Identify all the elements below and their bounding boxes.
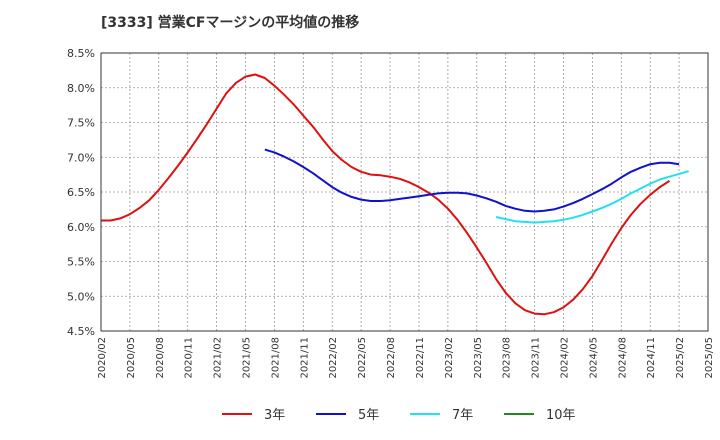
y-tick-label: 5.0% bbox=[67, 290, 95, 303]
legend-label: 7年 bbox=[452, 408, 473, 423]
chart-lines bbox=[101, 73, 689, 316]
y-tick-label: 6.0% bbox=[67, 221, 95, 234]
x-tick-label: 2022/02 bbox=[328, 337, 339, 379]
x-tick-label: 2025/02 bbox=[675, 337, 686, 379]
x-tick-label: 2021/02 bbox=[213, 337, 224, 379]
x-tick-label: 2024/08 bbox=[617, 337, 628, 379]
x-tick-label: 2024/11 bbox=[646, 337, 657, 379]
x-tick-label: 2025/05 bbox=[704, 337, 715, 379]
y-tick-label: 8.5% bbox=[67, 47, 95, 60]
y-tick-label: 5.5% bbox=[67, 256, 95, 269]
x-tick-label: 2023/05 bbox=[473, 337, 484, 379]
x-tick-label: 2021/08 bbox=[270, 337, 281, 379]
x-tick-label: 2024/02 bbox=[559, 337, 570, 379]
x-tick-label: 2020/08 bbox=[155, 337, 166, 379]
series-line bbox=[101, 73, 671, 316]
y-tick-label: 4.5% bbox=[67, 325, 95, 338]
legend-label: 10年 bbox=[546, 408, 576, 423]
x-tick-label: 2023/02 bbox=[444, 337, 455, 379]
y-tick-label: 7.0% bbox=[67, 151, 95, 164]
y-tick-label: 8.0% bbox=[67, 82, 95, 95]
series-line bbox=[495, 170, 689, 224]
x-tick-label: 2023/11 bbox=[531, 337, 542, 379]
legend-label: 3年 bbox=[264, 408, 285, 423]
x-tick-label: 2024/05 bbox=[588, 337, 599, 379]
x-tick-label: 2023/08 bbox=[502, 337, 513, 379]
plot-frame bbox=[100, 52, 709, 332]
x-tick-label: 2020/11 bbox=[184, 337, 195, 379]
x-tick-label: 2020/05 bbox=[126, 337, 137, 379]
chart-title: [3333] 営業CFマージンの平均値の推移 bbox=[101, 14, 359, 31]
x-axis-ticks: 2020/02 2020/05 2020/08 2020/11 2021/02 2021/… bbox=[97, 337, 715, 379]
x-tick-label: 2021/05 bbox=[242, 337, 253, 379]
x-tick-label: 2020/02 bbox=[97, 337, 108, 379]
x-tick-label: 2022/05 bbox=[357, 337, 368, 379]
x-tick-label: 2021/11 bbox=[299, 337, 310, 379]
chart-grid bbox=[101, 53, 708, 331]
x-tick-label: 2022/08 bbox=[386, 337, 397, 379]
legend-label: 5年 bbox=[358, 408, 379, 423]
chart-legend: 3年 5年 7年 10年 bbox=[222, 408, 576, 423]
y-tick-label: 6.5% bbox=[67, 186, 95, 199]
series-line bbox=[264, 148, 680, 213]
y-axis-ticks: 4.5% 5.0% 5.5% 6.0% 6.5% 7.0% 7.5% 8.0% 8.5% bbox=[67, 47, 95, 338]
x-tick-label: 2022/11 bbox=[415, 337, 426, 379]
y-tick-label: 7.5% bbox=[67, 117, 95, 130]
